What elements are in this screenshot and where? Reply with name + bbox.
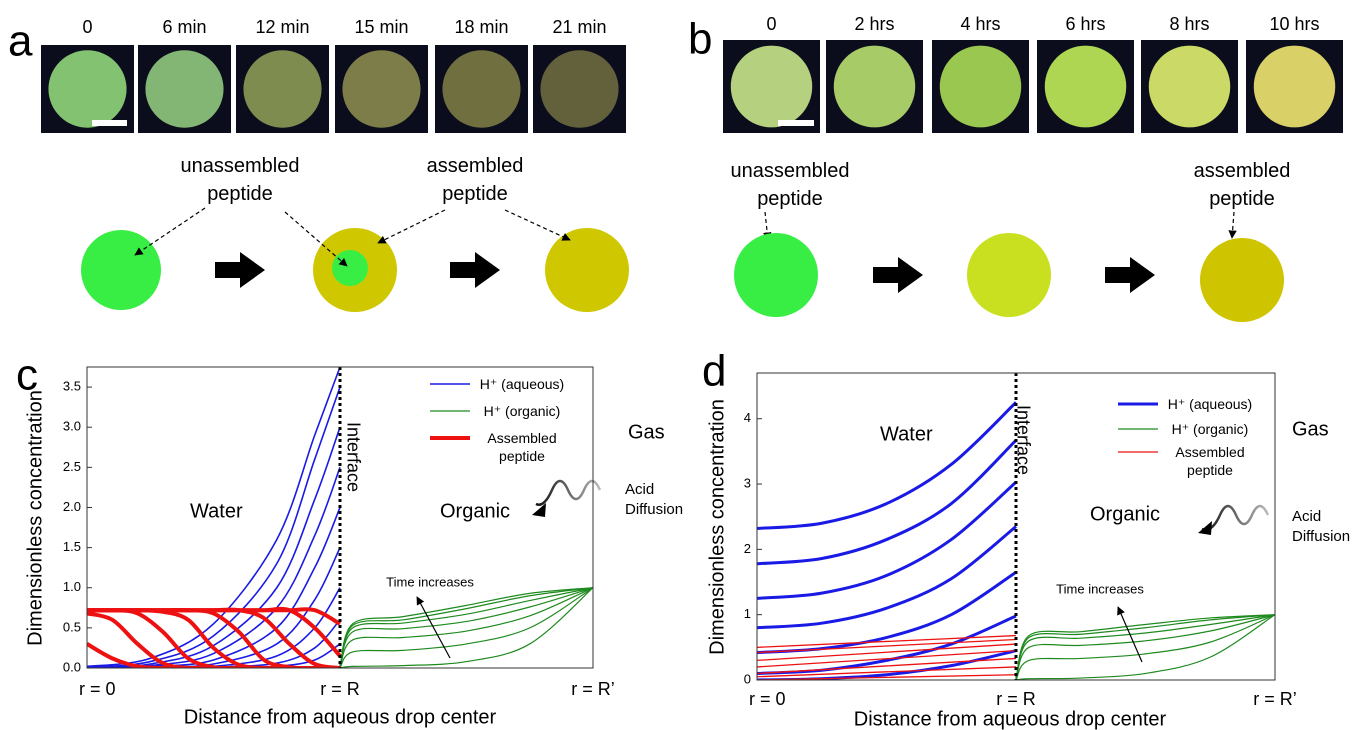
scale-bar [778, 120, 814, 126]
photo-drop [834, 46, 915, 128]
figure-canvas: a 0 6 min 12 min 15 min 18 min 21 min b 0 2 hrs 4 … [0, 0, 1359, 730]
region-label: Water [880, 423, 933, 445]
y-tick-label: 1.5 [63, 539, 81, 554]
time-label: Time increases [386, 574, 474, 589]
photo-drop [540, 50, 618, 127]
photo-drop [731, 46, 812, 128]
arrow [450, 252, 500, 288]
drop-green [734, 233, 818, 317]
x-tick-label: r = R [996, 689, 1036, 709]
drop-yellowgreen [967, 233, 1051, 317]
panel-label: a [8, 17, 33, 66]
time-label: 6 min [162, 17, 206, 37]
time-label: 12 min [255, 17, 309, 37]
photo-drop [342, 50, 420, 127]
panel-label: d [702, 347, 726, 396]
time-label: 0 [82, 17, 92, 37]
y-tick-label: 0.0 [63, 659, 81, 674]
y-tick-label: 1.0 [63, 579, 81, 594]
curve [87, 507, 340, 668]
x-tick-label: r = 0 [749, 689, 786, 709]
x-tick-label: r = R [320, 679, 360, 699]
y-axis-label: Dimensionless concentration [24, 390, 46, 646]
x-tick-label: r = R’ [571, 679, 615, 699]
diagram-label: unassembled peptide [710, 157, 870, 213]
x-axis-label: Distance from aqueous drop center [854, 708, 1167, 730]
acid-label: Acid Diffusion [1292, 507, 1359, 547]
legend-label: Assembled peptide [472, 429, 572, 465]
curve [757, 572, 1016, 652]
x-tick-label: r = 0 [79, 679, 116, 699]
interface-label: Interface [1013, 405, 1033, 475]
time-label: 8 hrs [1169, 14, 1209, 34]
photo-drop [1149, 46, 1230, 128]
photo-drop [442, 50, 520, 127]
legend-label: H⁺ (organic) [1160, 420, 1260, 438]
x-tick-label: r = R’ [1253, 689, 1297, 709]
curve [87, 620, 340, 668]
y-tick-label: 4 [744, 410, 751, 425]
y-tick-label: 3.5 [63, 379, 81, 394]
y-tick-label: 2.0 [63, 499, 81, 514]
arrow [1105, 257, 1155, 293]
legend-label: H⁺ (aqueous) [1160, 395, 1260, 413]
panel-label: b [688, 15, 712, 64]
photo-drop [145, 50, 223, 127]
time-label: 0 [766, 14, 776, 34]
diffusion-arrow [1202, 506, 1268, 530]
photo-drop [940, 46, 1021, 128]
y-tick-label: 1 [744, 606, 751, 621]
arrow [215, 252, 265, 288]
photo-drop [1254, 46, 1335, 128]
time-label: 10 hrs [1269, 14, 1319, 34]
curve [757, 402, 1016, 528]
drop-green [81, 230, 161, 310]
region-label: Organic [1090, 503, 1160, 525]
photo-drop [48, 50, 126, 127]
pointer-arrows [135, 208, 1234, 266]
diagram-label: assembled peptide [1162, 157, 1322, 213]
time-label: Time increases [1056, 581, 1144, 596]
time-label: 21 min [552, 17, 606, 37]
time-label: 18 min [454, 17, 508, 37]
time-label: 6 hrs [1065, 14, 1105, 34]
curve [757, 527, 1016, 628]
time-arrow [1118, 607, 1142, 662]
y-tick-label: 2 [744, 541, 751, 556]
time-label: 4 hrs [960, 14, 1000, 34]
diffusion-head [1198, 521, 1212, 535]
legend-label: Assembled peptide [1160, 443, 1260, 479]
diagram-label: assembled peptide [395, 152, 555, 208]
figure: a 0 6 min 12 min 15 min 18 min 21 min b 0 2 hrs 4 … [0, 0, 1359, 730]
drop-olive [545, 228, 629, 312]
region-label: Gas [1292, 418, 1329, 440]
photo-drop [243, 50, 321, 127]
y-tick-label: 3 [744, 475, 751, 490]
diffusion-arrow [536, 481, 600, 505]
time-label: 2 hrs [854, 14, 894, 34]
acid-label: Acid Diffusion [625, 480, 695, 520]
y-tick-label: 0.5 [63, 619, 81, 634]
y-tick-label: 2.5 [63, 459, 81, 474]
interface-label: Interface [343, 422, 363, 492]
legend-label: H⁺ (aqueous) [472, 375, 572, 393]
legend-label: H⁺ (organic) [472, 402, 572, 420]
time-label: 15 min [354, 17, 408, 37]
drop-core [332, 250, 368, 286]
curve [340, 588, 593, 668]
scale-bar [92, 120, 127, 126]
y-tick-label: 0 [744, 671, 751, 686]
diagram-label: unassembled peptide [160, 152, 320, 208]
curve [87, 387, 340, 667]
y-tick-label: 3.0 [63, 419, 81, 434]
region-label: Organic [440, 500, 510, 522]
region-label: Gas [628, 421, 665, 443]
region-label: Water [190, 500, 243, 522]
y-axis-label: Dimensionless concentration [706, 399, 728, 655]
arrow [873, 257, 923, 293]
x-axis-label: Distance from aqueous drop center [184, 706, 497, 728]
photo-drop [1045, 46, 1126, 128]
drop-olive [1200, 238, 1284, 322]
